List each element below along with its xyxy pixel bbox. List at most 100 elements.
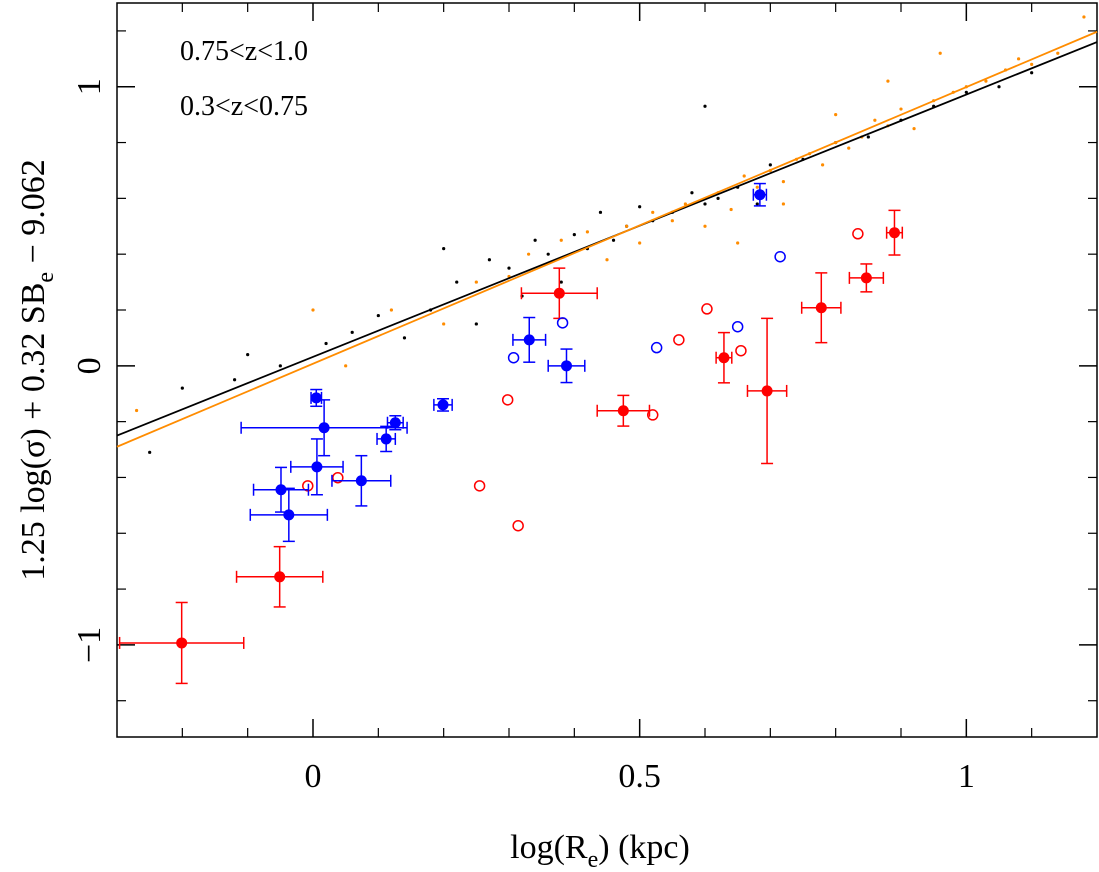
dot [1030, 62, 1034, 66]
point [617, 405, 629, 417]
dot [651, 210, 655, 214]
fit-line [116, 30, 1098, 448]
dot [912, 126, 916, 131]
open-point [731, 320, 744, 333]
dot [180, 386, 184, 390]
dot [703, 224, 707, 228]
y-label-subscript: e [33, 272, 59, 283]
dot [729, 207, 733, 212]
point [275, 484, 287, 496]
x-tick-label: 0.5 [618, 758, 661, 795]
dot [638, 241, 642, 245]
open-point [473, 480, 486, 492]
open-point [512, 519, 524, 532]
dot [834, 113, 838, 117]
point [274, 571, 286, 583]
dot [474, 322, 478, 326]
dot [690, 191, 694, 195]
dot [559, 280, 563, 284]
dot [938, 51, 942, 55]
dot [402, 336, 407, 340]
dot [324, 341, 328, 346]
dot [246, 353, 250, 357]
plot-frame [116, 2, 1098, 738]
dot [135, 408, 139, 413]
x-label-part: log(R [510, 829, 588, 866]
dot [625, 224, 629, 228]
dot [442, 322, 446, 326]
dot [703, 202, 707, 206]
point [318, 422, 330, 434]
dot [736, 241, 740, 245]
dot [148, 450, 152, 454]
point [283, 509, 295, 521]
dot [670, 219, 674, 223]
point [380, 433, 392, 445]
dot [821, 163, 825, 167]
dot [559, 238, 563, 242]
dot [866, 135, 870, 139]
dot [598, 210, 603, 214]
point [761, 385, 773, 397]
dot [572, 233, 576, 237]
dot [984, 79, 988, 83]
dot [350, 330, 354, 334]
y-tick-label: 1 [71, 78, 108, 95]
y-axis-label: 1.25 log(σ) + 0.32 SBe − 9.062 [15, 159, 59, 581]
open-point [735, 344, 747, 357]
dot [742, 174, 746, 178]
dot [585, 230, 590, 234]
point [310, 392, 322, 404]
open-point [673, 334, 685, 346]
dot [278, 364, 282, 368]
dot [344, 364, 348, 368]
y-label-part: 1.25 log(σ) + 0.32 SB [15, 283, 52, 581]
open-point [774, 250, 786, 263]
dot [781, 180, 786, 184]
open-point [646, 409, 659, 421]
dot [376, 313, 380, 318]
y-tick-label: 0 [71, 357, 108, 374]
dot [311, 308, 315, 312]
open-point [556, 317, 569, 329]
point [560, 360, 572, 372]
point [311, 461, 323, 473]
legend-label: 0.75<z<1.0 [180, 36, 308, 67]
dot [474, 280, 478, 284]
dot [873, 118, 877, 122]
point [523, 334, 535, 346]
dot [527, 252, 531, 256]
x-label-part: ) (kpc) [598, 829, 690, 866]
x-tick-label: 0 [305, 758, 322, 795]
open-point [332, 471, 344, 484]
dot [781, 202, 786, 206]
dot [233, 378, 237, 382]
dot [847, 146, 851, 150]
dot [605, 258, 609, 262]
dot [442, 246, 446, 251]
dot [716, 196, 720, 200]
point [355, 475, 367, 487]
open-point [507, 351, 520, 364]
dot [1056, 51, 1060, 55]
point [437, 399, 449, 411]
dot [886, 79, 890, 83]
dot [964, 90, 968, 94]
legend-label: 0.3<z<0.75 [180, 91, 308, 122]
dot [533, 238, 537, 242]
y-label-part: − 9.062 [15, 159, 52, 272]
dot [755, 202, 759, 206]
dot [487, 258, 491, 262]
dot [755, 185, 759, 189]
dot [1082, 15, 1086, 19]
point [176, 637, 188, 649]
point [718, 352, 730, 364]
dot [768, 163, 772, 167]
dot [997, 85, 1001, 89]
x-tick-label: 1 [958, 758, 975, 795]
dot [1017, 57, 1021, 61]
dot [1030, 71, 1034, 75]
point [553, 287, 565, 299]
dot [455, 280, 459, 284]
